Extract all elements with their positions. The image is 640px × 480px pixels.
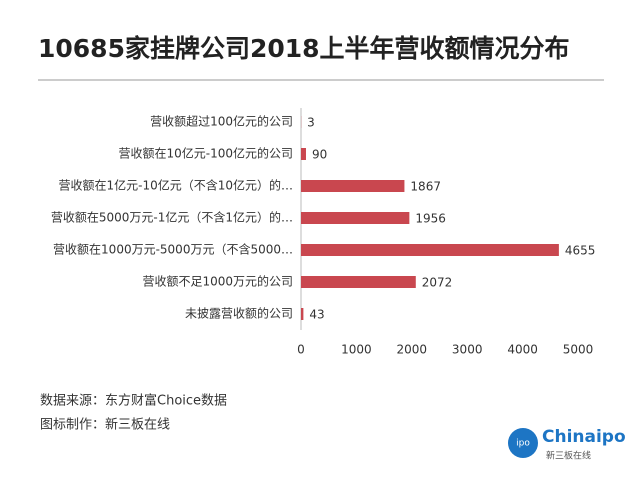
x-tick-label: 5000 [563,343,594,357]
credit-note: 图标制作：新三板在线 [40,417,170,433]
value-label: 1867 [410,180,441,194]
logo-tagline: 新三板在线 [546,450,591,462]
value-label: 4655 [565,244,596,258]
y-tick-label: 营收额不足1000万元的公司 [142,274,293,289]
y-tick-label: 营收额在1亿元-10亿元（不含10亿元）的… [58,178,293,193]
bar [301,308,303,320]
bar [301,244,559,256]
x-tick-label: 0 [297,343,305,357]
bar [301,148,306,160]
source-note: 数据来源：东方财富Choice数据 [40,393,227,409]
bar [301,212,409,224]
value-label: 2072 [422,276,453,290]
bar [301,180,404,192]
logo-badge-text: ipo [516,439,530,449]
logo-name: Chinaipo [542,427,626,447]
y-tick-label: 营收额在1000万元-5000万元（不含5000… [53,242,293,257]
x-tick-label: 4000 [507,343,538,357]
bar [301,276,416,288]
value-label: 3 [307,116,315,130]
value-label: 90 [312,148,327,162]
value-label: 43 [309,308,324,322]
y-tick-label: 营收额在5000万元-1亿元（不含1亿元）的… [51,210,293,225]
x-tick-label: 2000 [397,343,428,357]
y-tick-label: 营收额超过100亿元的公司 [150,114,293,129]
y-tick-label: 未披露营收额的公司 [185,306,293,321]
y-tick-label: 营收额在10亿元-100亿元的公司 [118,146,293,161]
x-tick-label: 3000 [452,343,483,357]
value-label: 1956 [415,212,446,226]
x-tick-label: 1000 [341,343,372,357]
chart-title: 10685家挂牌公司2018上半年营收额情况分布 [38,34,570,63]
